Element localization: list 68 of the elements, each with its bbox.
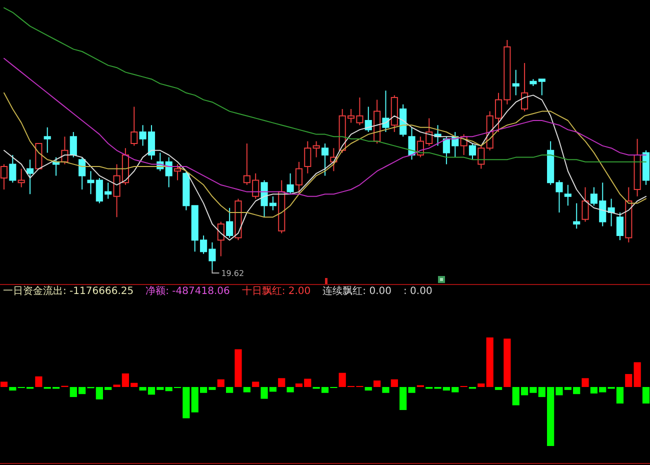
bar [286, 387, 294, 392]
bar [486, 337, 494, 387]
candlestick [130, 106, 138, 146]
bar [252, 382, 260, 387]
bar [243, 387, 250, 392]
candlestick [226, 207, 234, 238]
candlestick [608, 198, 615, 227]
candlestick [582, 186, 589, 222]
bar [582, 378, 589, 387]
candlestick [478, 145, 485, 170]
text: : 0.00 [404, 286, 432, 297]
bar [374, 380, 381, 387]
candlestick [390, 94, 398, 132]
candlestick [616, 212, 624, 241]
candlestick [26, 159, 34, 195]
bar [478, 383, 485, 387]
bar [504, 338, 511, 387]
candlestick [521, 62, 528, 112]
candlestick [234, 198, 242, 241]
candlestick [165, 156, 172, 188]
candlestick [512, 69, 520, 96]
bar [35, 376, 42, 387]
bar [634, 362, 641, 387]
text: 净额: -487418.06 [146, 285, 230, 297]
bar [0, 382, 8, 387]
bar [226, 387, 234, 393]
bar [278, 378, 286, 387]
bar [494, 387, 502, 390]
candlestick [35, 143, 42, 170]
candlestick [44, 126, 51, 154]
candlestick [573, 202, 580, 230]
bar [382, 387, 390, 393]
candlestick [278, 180, 286, 234]
candlestick [9, 154, 16, 184]
bar [390, 379, 398, 387]
candlestick [295, 161, 303, 195]
candlestick [174, 164, 182, 181]
candlestick [642, 150, 650, 186]
text: 连续飘红: 0.00 [322, 285, 392, 297]
candlestick [286, 172, 294, 195]
bar [625, 374, 632, 387]
candlestick [0, 164, 8, 190]
candlestick [18, 168, 25, 188]
candlestick [468, 143, 476, 160]
candlestick [625, 186, 632, 243]
bar [642, 387, 650, 404]
candlestick [400, 104, 407, 138]
candlestick [182, 170, 190, 211]
candlestick [364, 106, 372, 132]
text: 一日资金流出: -1176666.25 [3, 285, 134, 297]
candlestick [382, 90, 390, 132]
bar [364, 387, 372, 391]
candlestick [78, 156, 86, 190]
bar [9, 387, 16, 391]
text: 十日飘红: 2.00 [242, 285, 311, 297]
candlestick [374, 99, 381, 144]
candlestick [321, 143, 329, 176]
candlestick [312, 140, 320, 158]
candlestick [634, 138, 641, 197]
candlestick [217, 221, 224, 257]
candlestick [52, 156, 60, 176]
candlestick [304, 140, 312, 174]
candlestick [70, 132, 77, 158]
candlestick [564, 184, 572, 206]
bar [234, 349, 242, 387]
candlestick [408, 126, 416, 160]
annotation: 19.62 [221, 269, 244, 278]
bar [217, 379, 224, 387]
